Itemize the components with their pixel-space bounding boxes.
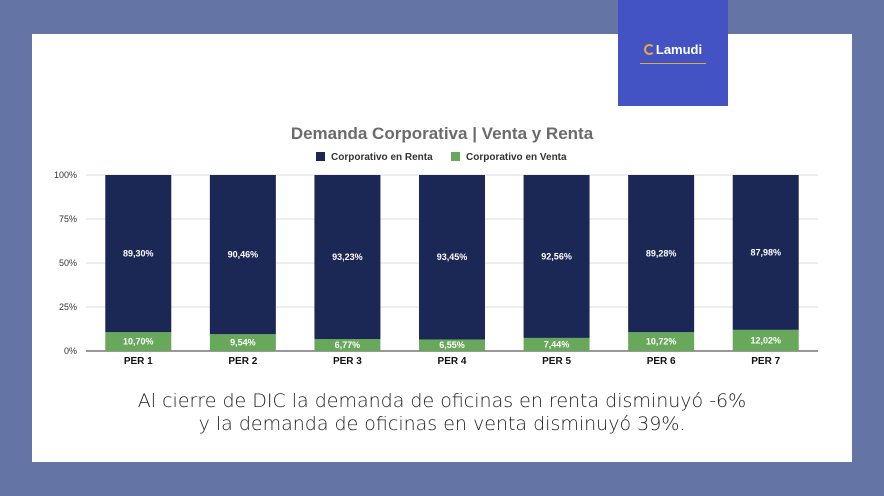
data-label-venta: 6,55% [439, 340, 465, 350]
brand-logo-underline [640, 63, 706, 64]
x-tick-label: PER 7 [751, 356, 780, 367]
data-label-venta: 10,72% [646, 337, 677, 347]
bar-segment-renta [419, 175, 485, 340]
data-label-venta: 10,70% [123, 337, 154, 347]
data-label-renta: 90,46% [228, 250, 259, 260]
data-label-venta: 7,44% [544, 339, 570, 349]
data-label-venta: 12,02% [750, 335, 781, 345]
y-tick-label: 50% [59, 258, 77, 268]
logo-ring-icon [643, 44, 655, 55]
summary-caption: Al cierre de DIC la demanda de oficinas … [32, 390, 852, 436]
legend-label: Corporativo en Venta [466, 152, 567, 163]
bar-segment-renta [314, 175, 381, 340]
x-tick-label: PER 4 [438, 356, 467, 367]
data-label-renta: 89,28% [646, 249, 677, 259]
data-label-renta: 93,45% [437, 252, 468, 262]
x-tick-label: PER 2 [228, 356, 257, 367]
legend-label: Corporativo en Renta [331, 152, 433, 163]
x-tick-label: PER 6 [647, 356, 676, 367]
y-tick-label: 25% [59, 302, 77, 312]
bar-segment-renta [628, 175, 695, 333]
x-tick-label: PER 3 [333, 356, 362, 367]
data-label-venta: 9,54% [230, 338, 256, 348]
caption-line-1: Al cierre de DIC la demanda de oficinas … [137, 390, 747, 412]
bar-segment-renta [209, 175, 276, 335]
brand-logo: Lamudi [618, 42, 728, 57]
data-label-renta: 89,30% [123, 249, 154, 259]
bar-segment-venta [314, 339, 381, 351]
bar-segment-venta [523, 337, 590, 351]
bar-segment-renta [732, 175, 799, 330]
chart-x-axis: PER 1 PER 2 PER 3 PER 4 PER 5 PER 6 PER 7 [124, 356, 781, 367]
bar-segment-venta [419, 339, 485, 351]
x-tick-label: PER 5 [542, 356, 571, 367]
brand-logo-box: Lamudi [618, 0, 728, 106]
chart-bars: 89,30% 10,70% 90,46% 9,54% 93,23% 6,77% 93,45%… [105, 175, 799, 351]
bar-segment-venta [209, 334, 276, 351]
brand-logo-text: Lamudi [655, 42, 703, 57]
y-tick-label: 100% [54, 170, 77, 180]
bar-segment-renta [105, 175, 172, 333]
data-label-renta: 92,56% [541, 251, 572, 261]
bar-segment-renta [523, 175, 590, 338]
x-tick-label: PER 1 [124, 356, 153, 367]
chart-legend: Corporativo en Renta Corporativo en Venta [316, 152, 567, 163]
data-label-venta: 6,77% [335, 340, 361, 350]
chart-title: Demanda Corporativa | Venta y Renta [291, 124, 594, 143]
caption-line-2: y la demanda de oficinas en venta dismin… [198, 413, 686, 435]
legend-swatch [316, 152, 325, 161]
data-label-renta: 87,98% [750, 247, 781, 257]
bar-segment-venta [732, 329, 799, 351]
legend-swatch [451, 152, 460, 161]
y-tick-label: 75% [59, 214, 77, 224]
y-tick-label: 0% [64, 346, 77, 356]
bar-segment-venta [105, 332, 172, 351]
data-label-renta: 93,23% [332, 252, 363, 262]
bar-segment-venta [628, 332, 695, 351]
